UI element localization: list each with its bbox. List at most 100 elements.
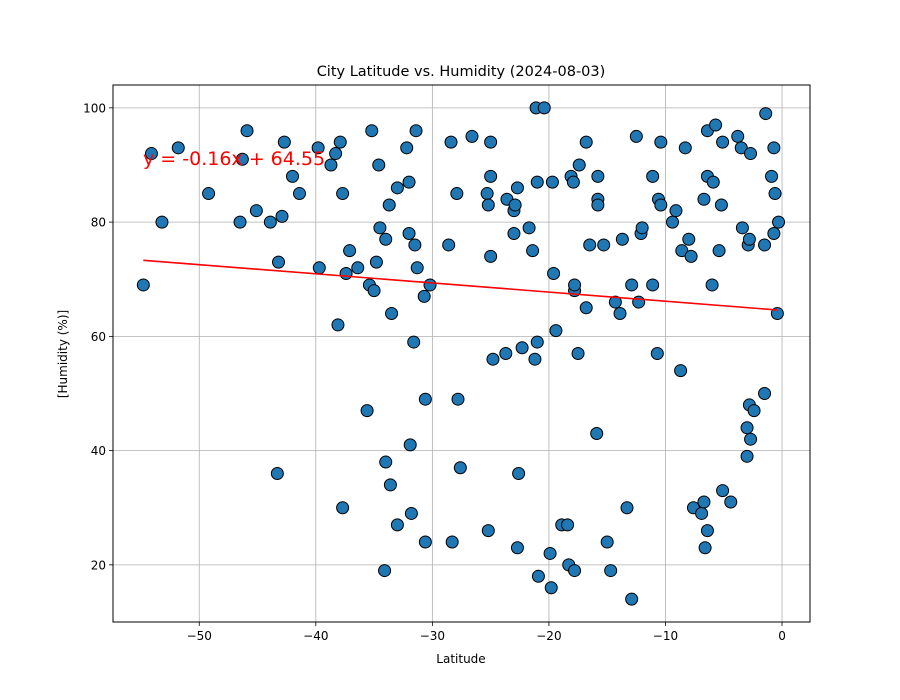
data-point [700,524,714,538]
data-point [409,124,423,138]
data-point [697,192,711,206]
data-point [604,564,618,578]
data-point [768,187,782,201]
data-point [367,284,381,298]
data-point [709,118,723,132]
y-axis-label: [Humidity (%)] [56,310,70,398]
data-point [537,101,551,115]
data-point [620,501,634,515]
data-point [716,135,730,149]
data-point [360,404,374,418]
data-point [171,141,185,155]
data-point [510,541,524,555]
data-point [408,238,422,252]
data-point [343,244,357,258]
data-point [758,386,772,400]
data-point [744,432,758,446]
data-point [155,215,169,229]
data-point [480,187,494,201]
x-tick-label: 0 [778,629,786,643]
regression-layer [143,259,778,311]
y-tick-label: 40 [91,444,106,458]
data-point [507,227,521,241]
data-point [445,535,459,549]
data-point [625,592,639,606]
data-point [767,227,781,241]
data-point [351,261,365,275]
data-point [758,238,772,252]
data-point [385,307,399,321]
x-tick-label: −30 [420,629,445,643]
y-tick-label: 100 [83,101,106,115]
data-point [615,232,629,246]
data-point [285,169,299,183]
data-point [629,129,643,143]
data-point [275,209,289,223]
data-point [383,478,397,492]
data-point [418,392,432,406]
data-point [515,341,529,355]
data-point [508,198,522,212]
data-point [549,324,563,338]
data-point [632,295,646,309]
data-point [635,221,649,235]
data-point [583,238,597,252]
data-point [590,426,604,440]
data-point [705,278,719,292]
data-point [373,221,387,235]
data-point [418,535,432,549]
data-point [484,249,498,263]
data-point [742,232,756,246]
data-point [744,147,758,161]
data-point [597,238,611,252]
data-point [571,347,585,360]
data-points [136,101,786,606]
data-point [734,141,748,155]
data-point [547,267,561,281]
data-point [331,318,345,332]
data-point [390,518,404,532]
data-point [499,347,513,360]
data-point [531,569,545,583]
data-point [423,278,437,292]
data-point [410,261,424,275]
data-point [270,466,284,480]
data-point [706,175,720,189]
data-point [579,301,593,315]
data-point [698,541,712,555]
data-point [772,215,786,229]
data-point [591,198,605,212]
data-point [444,135,458,149]
data-point [486,352,500,366]
data-point [465,129,479,143]
data-point [450,187,464,201]
data-point [240,124,254,138]
data-point [608,295,622,309]
data-point [765,169,779,183]
data-point [407,335,421,349]
plot-frame [112,84,811,623]
data-point [339,267,353,281]
data-point [202,187,216,201]
data-point [545,175,559,189]
data-point [402,175,416,189]
y-axis-ticks: 20 40 60 80 100 [83,101,113,572]
data-point [382,198,396,212]
data-point [740,449,754,463]
data-point [735,221,749,235]
data-point [404,506,418,520]
data-point [277,135,291,149]
y-tick-label: 80 [91,216,106,230]
y-tick-label: 20 [91,558,106,572]
x-tick-label: −40 [303,629,328,643]
data-point [379,455,393,469]
data-point [365,124,379,138]
chart-title: City Latitude vs. Humidity (2024-08-03) [317,64,606,80]
data-point [292,187,306,201]
data-point [654,135,668,149]
data-point [747,404,761,418]
data-point [144,147,158,161]
data-point [654,198,668,212]
data-point [484,169,498,183]
